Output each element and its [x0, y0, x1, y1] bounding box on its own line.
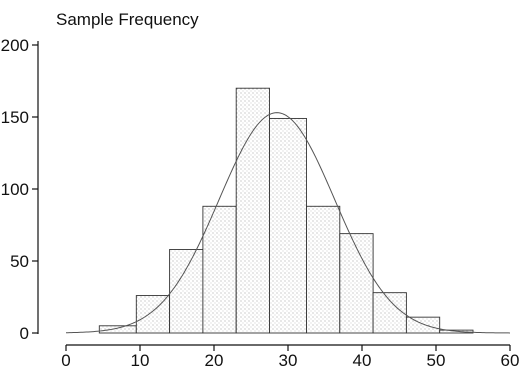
x-tick-label-30: 30 — [279, 351, 298, 368]
histogram-bar-7 — [339, 233, 374, 334]
histogram-bar-5 — [269, 117, 307, 334]
chart-title: Sample Frequency — [56, 10, 199, 29]
x-tick-label-10: 10 — [131, 351, 150, 368]
y-tick-label-50: 50 — [10, 252, 29, 271]
normal-curve — [65, 112, 511, 334]
histogram-bar-9 — [405, 316, 441, 334]
x-tick-label-60: 60 — [501, 351, 519, 368]
x-tick-label-40: 40 — [353, 351, 372, 368]
x-tick-label-0: 0 — [61, 351, 70, 368]
histogram-bar-3 — [202, 205, 237, 334]
histogram-bar-1 — [135, 295, 171, 334]
histogram-bar-8 — [372, 292, 407, 334]
x-tick-label-20: 20 — [205, 351, 224, 368]
y-axis-ticks: 0 50 100 150 200 — [1, 36, 38, 343]
x-tick-label-50: 50 — [427, 351, 446, 368]
histogram-bar-6 — [306, 205, 341, 334]
histogram-bar-4 — [235, 87, 270, 334]
y-tick-label-100: 100 — [1, 180, 29, 199]
y-tick-label-200: 200 — [1, 36, 29, 55]
x-axis-ticks: 0 10 20 30 40 50 60 — [61, 345, 519, 368]
histogram-bar-0 — [98, 325, 137, 334]
y-tick-label-0: 0 — [20, 324, 29, 343]
y-tick-label-150: 150 — [1, 108, 29, 127]
histogram-bar-2 — [169, 249, 204, 334]
bars-layer — [98, 87, 474, 334]
